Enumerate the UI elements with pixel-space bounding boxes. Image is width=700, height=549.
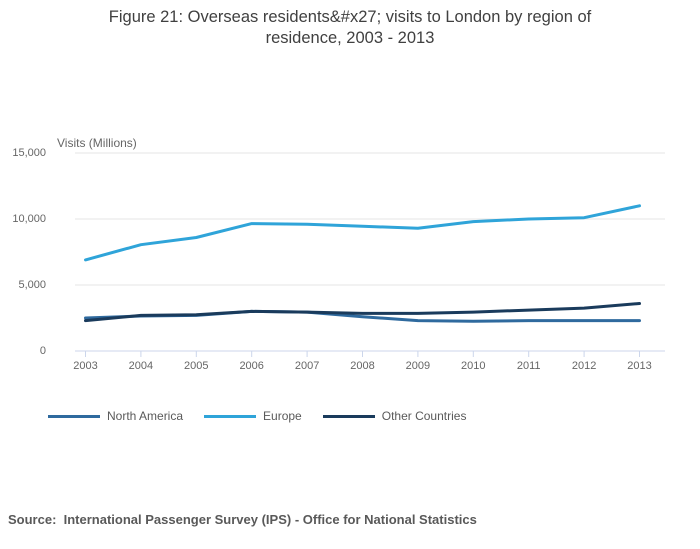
chart-title-line2: residence, 2003 - 2013	[265, 29, 435, 47]
chart-title-line1: Figure 21: Overseas residents&#x27; visi…	[108, 8, 592, 26]
x-tick-label-2010: 2010	[461, 360, 486, 372]
legend-swatch-north-america	[48, 414, 100, 418]
x-tick-label-2013: 2013	[627, 360, 652, 372]
x-tick-label-2012: 2012	[571, 360, 597, 372]
legend-label: North America	[107, 409, 184, 423]
y-tick-label-5000: 5,000	[18, 278, 46, 291]
y-axis-title: Visits (Millions)	[57, 136, 137, 150]
y-tick-label-10000: 10,000	[12, 212, 46, 225]
x-tick-label-2004: 2004	[128, 360, 154, 372]
y-tick-label-0: 0	[39, 344, 46, 357]
x-tick-label-2011: 2011	[516, 360, 541, 372]
y-tick-label-15000: 15,000	[12, 146, 46, 159]
legend-label: Other Countries	[381, 409, 467, 423]
x-tick-label-2009: 2009	[405, 360, 431, 372]
legend: North America Europe Other Countries	[48, 409, 487, 423]
chart-title: Figure 21: Overseas residents&#x27; visi…	[0, 7, 700, 49]
series-line-other-countries	[84, 302, 641, 323]
legend-item-europe[interactable]: Europe	[204, 409, 302, 423]
x-tick-label-2007: 2007	[294, 360, 320, 372]
legend-swatch-other-countries	[322, 414, 375, 418]
series-line-europe	[84, 204, 641, 262]
legend-item-north-america[interactable]: North America	[48, 409, 183, 423]
legend-item-other-countries[interactable]: Other Countries	[322, 409, 467, 423]
x-tick-label-2003: 2003	[73, 360, 98, 372]
x-tick-label-2005: 2005	[184, 360, 209, 372]
x-tick-label-2008: 2008	[350, 360, 375, 372]
x-tick-label-2006: 2006	[239, 360, 264, 372]
legend-label: Europe	[263, 409, 302, 423]
legend-swatch-europe	[204, 414, 257, 418]
source-attribution: Source: International Passenger Survey (…	[8, 512, 477, 527]
